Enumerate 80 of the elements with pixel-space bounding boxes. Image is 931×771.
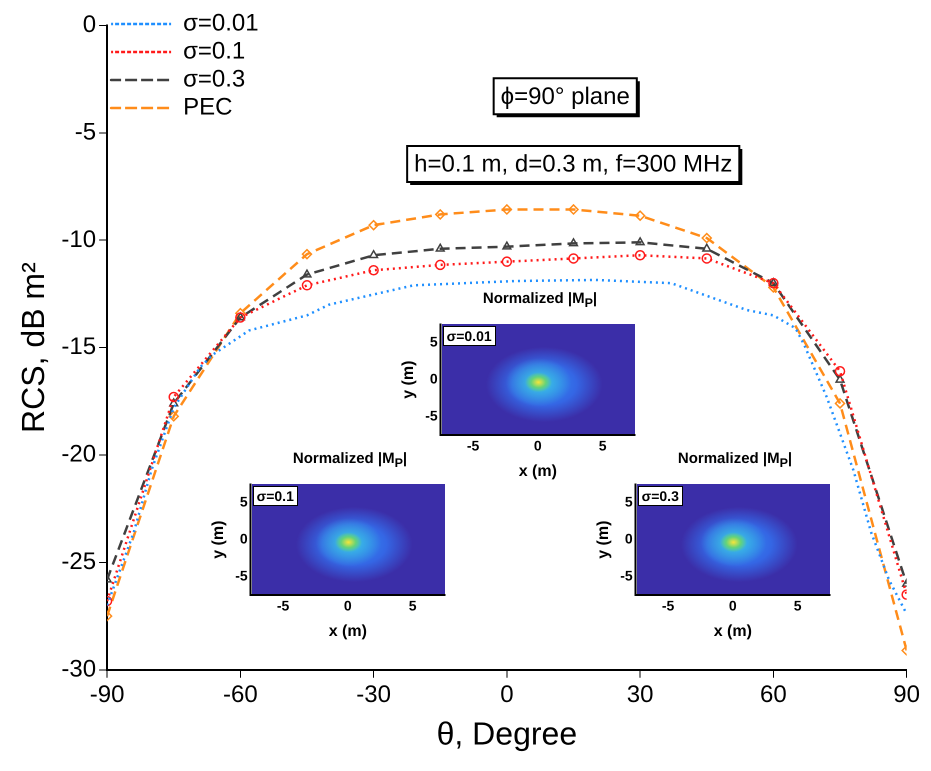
category-label: 5	[624, 494, 633, 510]
y-tick-label: 0	[82, 11, 96, 38]
point	[635, 237, 645, 246]
text: x (m)	[328, 622, 367, 640]
y-axis-title: RCS, dB m²	[15, 262, 52, 433]
point	[702, 253, 712, 264]
legend-label: σ=0.01	[183, 10, 259, 37]
category-label: 0	[728, 597, 737, 614]
y-tick-label: -10	[61, 226, 96, 253]
point	[568, 253, 579, 264]
category-label: 5	[430, 334, 438, 350]
category-label: -5	[235, 567, 248, 584]
category-label: -5	[620, 567, 633, 584]
x-tick-label: 60	[760, 680, 787, 708]
category-label: 0	[430, 370, 438, 387]
annotation: ϕ=90° plane	[500, 82, 630, 110]
point	[235, 308, 246, 318]
point	[302, 280, 312, 291]
point	[834, 398, 846, 409]
point	[502, 241, 512, 250]
text: Normalized |M$_{P}$|	[482, 289, 598, 312]
point	[168, 411, 179, 422]
x-axis-title: θ, Degree	[436, 716, 578, 752]
point	[502, 256, 512, 267]
point	[368, 265, 379, 276]
point	[702, 232, 712, 244]
y-tick-label: -30	[61, 655, 96, 682]
point	[168, 392, 179, 402]
category-label: 0	[344, 597, 352, 614]
x-tick-label: -90	[90, 680, 124, 708]
text: x (m)	[518, 462, 557, 480]
text: x (m)	[714, 622, 752, 640]
annotation: σ=0.01	[442, 326, 496, 346]
point	[634, 210, 646, 221]
text: Normalized |M$_{P}$|	[292, 449, 408, 472]
point	[434, 260, 446, 270]
point	[568, 238, 578, 246]
category-label: 5	[408, 597, 417, 614]
point	[702, 244, 712, 252]
x-tick-label: 0	[500, 680, 514, 708]
point	[634, 250, 646, 260]
text: y (m)	[400, 360, 418, 399]
point	[502, 204, 512, 215]
annotation: h=0.1 m, d=0.3 m, f=300 MHz	[414, 150, 732, 178]
category-label: 0	[534, 437, 542, 454]
annotation: σ=0.1	[252, 486, 298, 506]
point	[835, 374, 845, 383]
text: y (m)	[595, 520, 612, 559]
text: y (m)	[210, 520, 228, 559]
x-tick-label: -60	[223, 680, 258, 708]
x-tick-label: -30	[356, 680, 391, 708]
point	[169, 398, 178, 406]
category-label: -5	[466, 437, 480, 454]
legend-label: σ=0.3	[183, 66, 246, 93]
category-label: -5	[276, 597, 290, 614]
point	[834, 366, 846, 376]
category-label: 0	[624, 530, 633, 547]
point	[434, 209, 446, 220]
legend-label: σ=0.1	[183, 38, 246, 65]
legend-label: PEC	[183, 94, 232, 121]
point	[302, 248, 312, 260]
y-tick-label: -5	[74, 118, 96, 146]
y-tick-label: -20	[61, 440, 96, 468]
x-tick-label: 30	[626, 680, 654, 708]
point	[368, 220, 379, 230]
category-label: 0	[240, 530, 248, 547]
y-tick-label: -15	[61, 333, 96, 360]
text: Normalized |M$_{P}$|	[678, 450, 792, 470]
category-label: -5	[425, 407, 438, 424]
category-label: 5	[240, 494, 248, 510]
point	[436, 244, 445, 252]
point	[302, 269, 312, 278]
category-label: -5	[662, 597, 674, 614]
point	[568, 204, 579, 215]
point	[368, 250, 378, 258]
category-label: 5	[598, 437, 607, 454]
y-tick-label: -25	[61, 548, 96, 576]
annotation: σ=0.3	[638, 486, 683, 506]
x-tick-label: 90	[893, 680, 920, 708]
category-label: 5	[794, 597, 802, 614]
